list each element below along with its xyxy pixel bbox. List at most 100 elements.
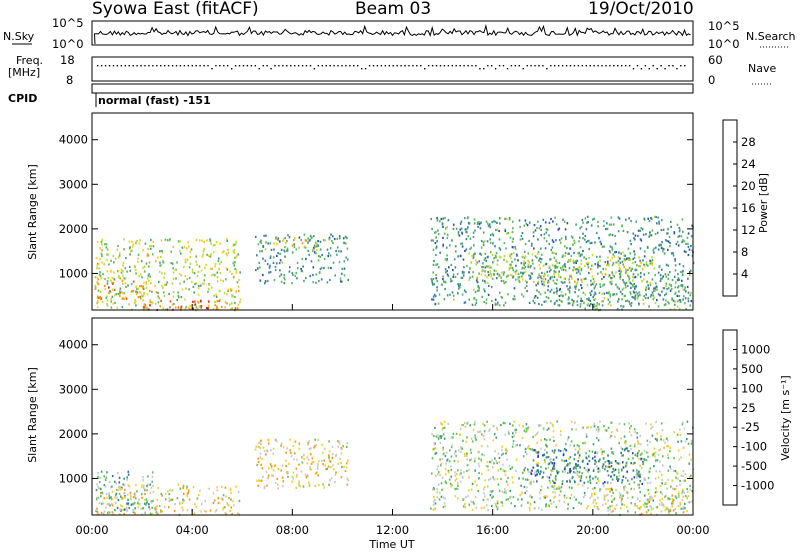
range-cell <box>581 299 584 303</box>
range-cell <box>308 440 311 443</box>
range-cell <box>580 475 583 478</box>
range-cell <box>647 284 649 287</box>
range-cell <box>515 278 517 281</box>
range-cell <box>159 264 161 267</box>
range-cell <box>634 261 637 264</box>
range-cell <box>172 302 175 306</box>
range-cell <box>555 505 558 508</box>
range-cell <box>269 255 272 258</box>
range-cell <box>314 485 317 488</box>
range-cell <box>595 304 597 308</box>
freq-dot <box>538 65 540 67</box>
range-cell <box>498 247 501 250</box>
range-cell <box>139 239 141 242</box>
range-cell <box>182 484 185 488</box>
range-cell <box>473 423 476 426</box>
range-cell <box>539 257 541 260</box>
range-cell <box>507 293 509 296</box>
range-cell <box>561 470 564 473</box>
range-cell <box>146 308 149 311</box>
range-cell <box>687 501 690 504</box>
range-cell <box>270 449 272 452</box>
range-cell <box>150 247 152 250</box>
range-cell <box>524 271 527 274</box>
range-cell <box>135 285 137 288</box>
range-cell <box>448 471 450 474</box>
range-cell <box>157 291 159 294</box>
range-cell <box>97 485 99 488</box>
range-cell <box>188 306 190 310</box>
range-cell <box>448 460 451 463</box>
range-cell <box>520 504 523 507</box>
range-cell <box>543 272 546 275</box>
range-cell <box>546 475 549 478</box>
range-cell <box>136 502 139 505</box>
range-cell <box>96 510 99 513</box>
range-cell <box>287 234 289 237</box>
freq-dot <box>349 65 351 67</box>
range-cell <box>494 457 496 460</box>
range-cell <box>321 459 323 463</box>
range-cell <box>116 248 118 251</box>
range-cell <box>258 479 260 482</box>
range-cell <box>565 496 568 499</box>
freq-dot <box>286 65 288 67</box>
range-cell <box>180 296 183 299</box>
range-cell <box>597 496 599 499</box>
range-cell <box>339 457 341 460</box>
range-cell <box>257 484 259 487</box>
range-cell <box>436 491 438 494</box>
range-cell <box>262 475 264 479</box>
range-cell <box>672 252 674 255</box>
range-cell <box>490 273 493 276</box>
range-cell <box>640 239 643 242</box>
range-cell <box>643 255 646 258</box>
range-cell <box>291 251 294 254</box>
range-cell <box>552 485 555 489</box>
range-cell <box>612 451 615 454</box>
range-cell <box>211 267 213 270</box>
range-cell <box>588 247 590 251</box>
range-cell <box>597 477 599 480</box>
range-cell <box>262 257 264 260</box>
range-cell <box>131 240 133 243</box>
range-cell <box>463 266 465 269</box>
range-cell <box>667 227 669 230</box>
range-cell <box>334 481 336 484</box>
range-cell <box>614 242 617 245</box>
range-cell <box>260 241 263 244</box>
range-cell <box>477 462 480 465</box>
range-cell <box>630 220 632 223</box>
range-cell <box>226 302 228 305</box>
range-cell <box>575 223 577 226</box>
range-cell <box>582 232 584 235</box>
range-cell <box>156 512 159 515</box>
range-cell <box>460 472 462 475</box>
range-cell <box>186 485 188 488</box>
range-cell <box>621 298 623 301</box>
range-cell <box>118 486 120 489</box>
range-cell <box>124 496 126 499</box>
range-cell <box>547 274 549 277</box>
x-tick-label: 20:00 <box>576 523 609 537</box>
range-cell <box>553 451 556 454</box>
range-cell <box>215 307 218 310</box>
range-cell <box>559 276 562 279</box>
freq-dot <box>372 65 375 67</box>
range-cell <box>565 459 568 462</box>
nave-label: Nave <box>748 62 776 75</box>
range-cell <box>272 474 274 477</box>
range-cell <box>686 285 689 289</box>
range-cell <box>678 290 680 293</box>
range-cell <box>272 256 275 259</box>
range-cell <box>525 423 528 426</box>
range-cell <box>323 258 326 261</box>
range-cell <box>177 483 180 486</box>
range-cell <box>543 428 545 431</box>
range-cell <box>498 255 501 258</box>
range-cell <box>283 276 285 279</box>
range-cell <box>611 489 613 492</box>
range-cell <box>444 497 446 500</box>
range-cell <box>441 458 444 461</box>
range-cell <box>467 489 470 492</box>
